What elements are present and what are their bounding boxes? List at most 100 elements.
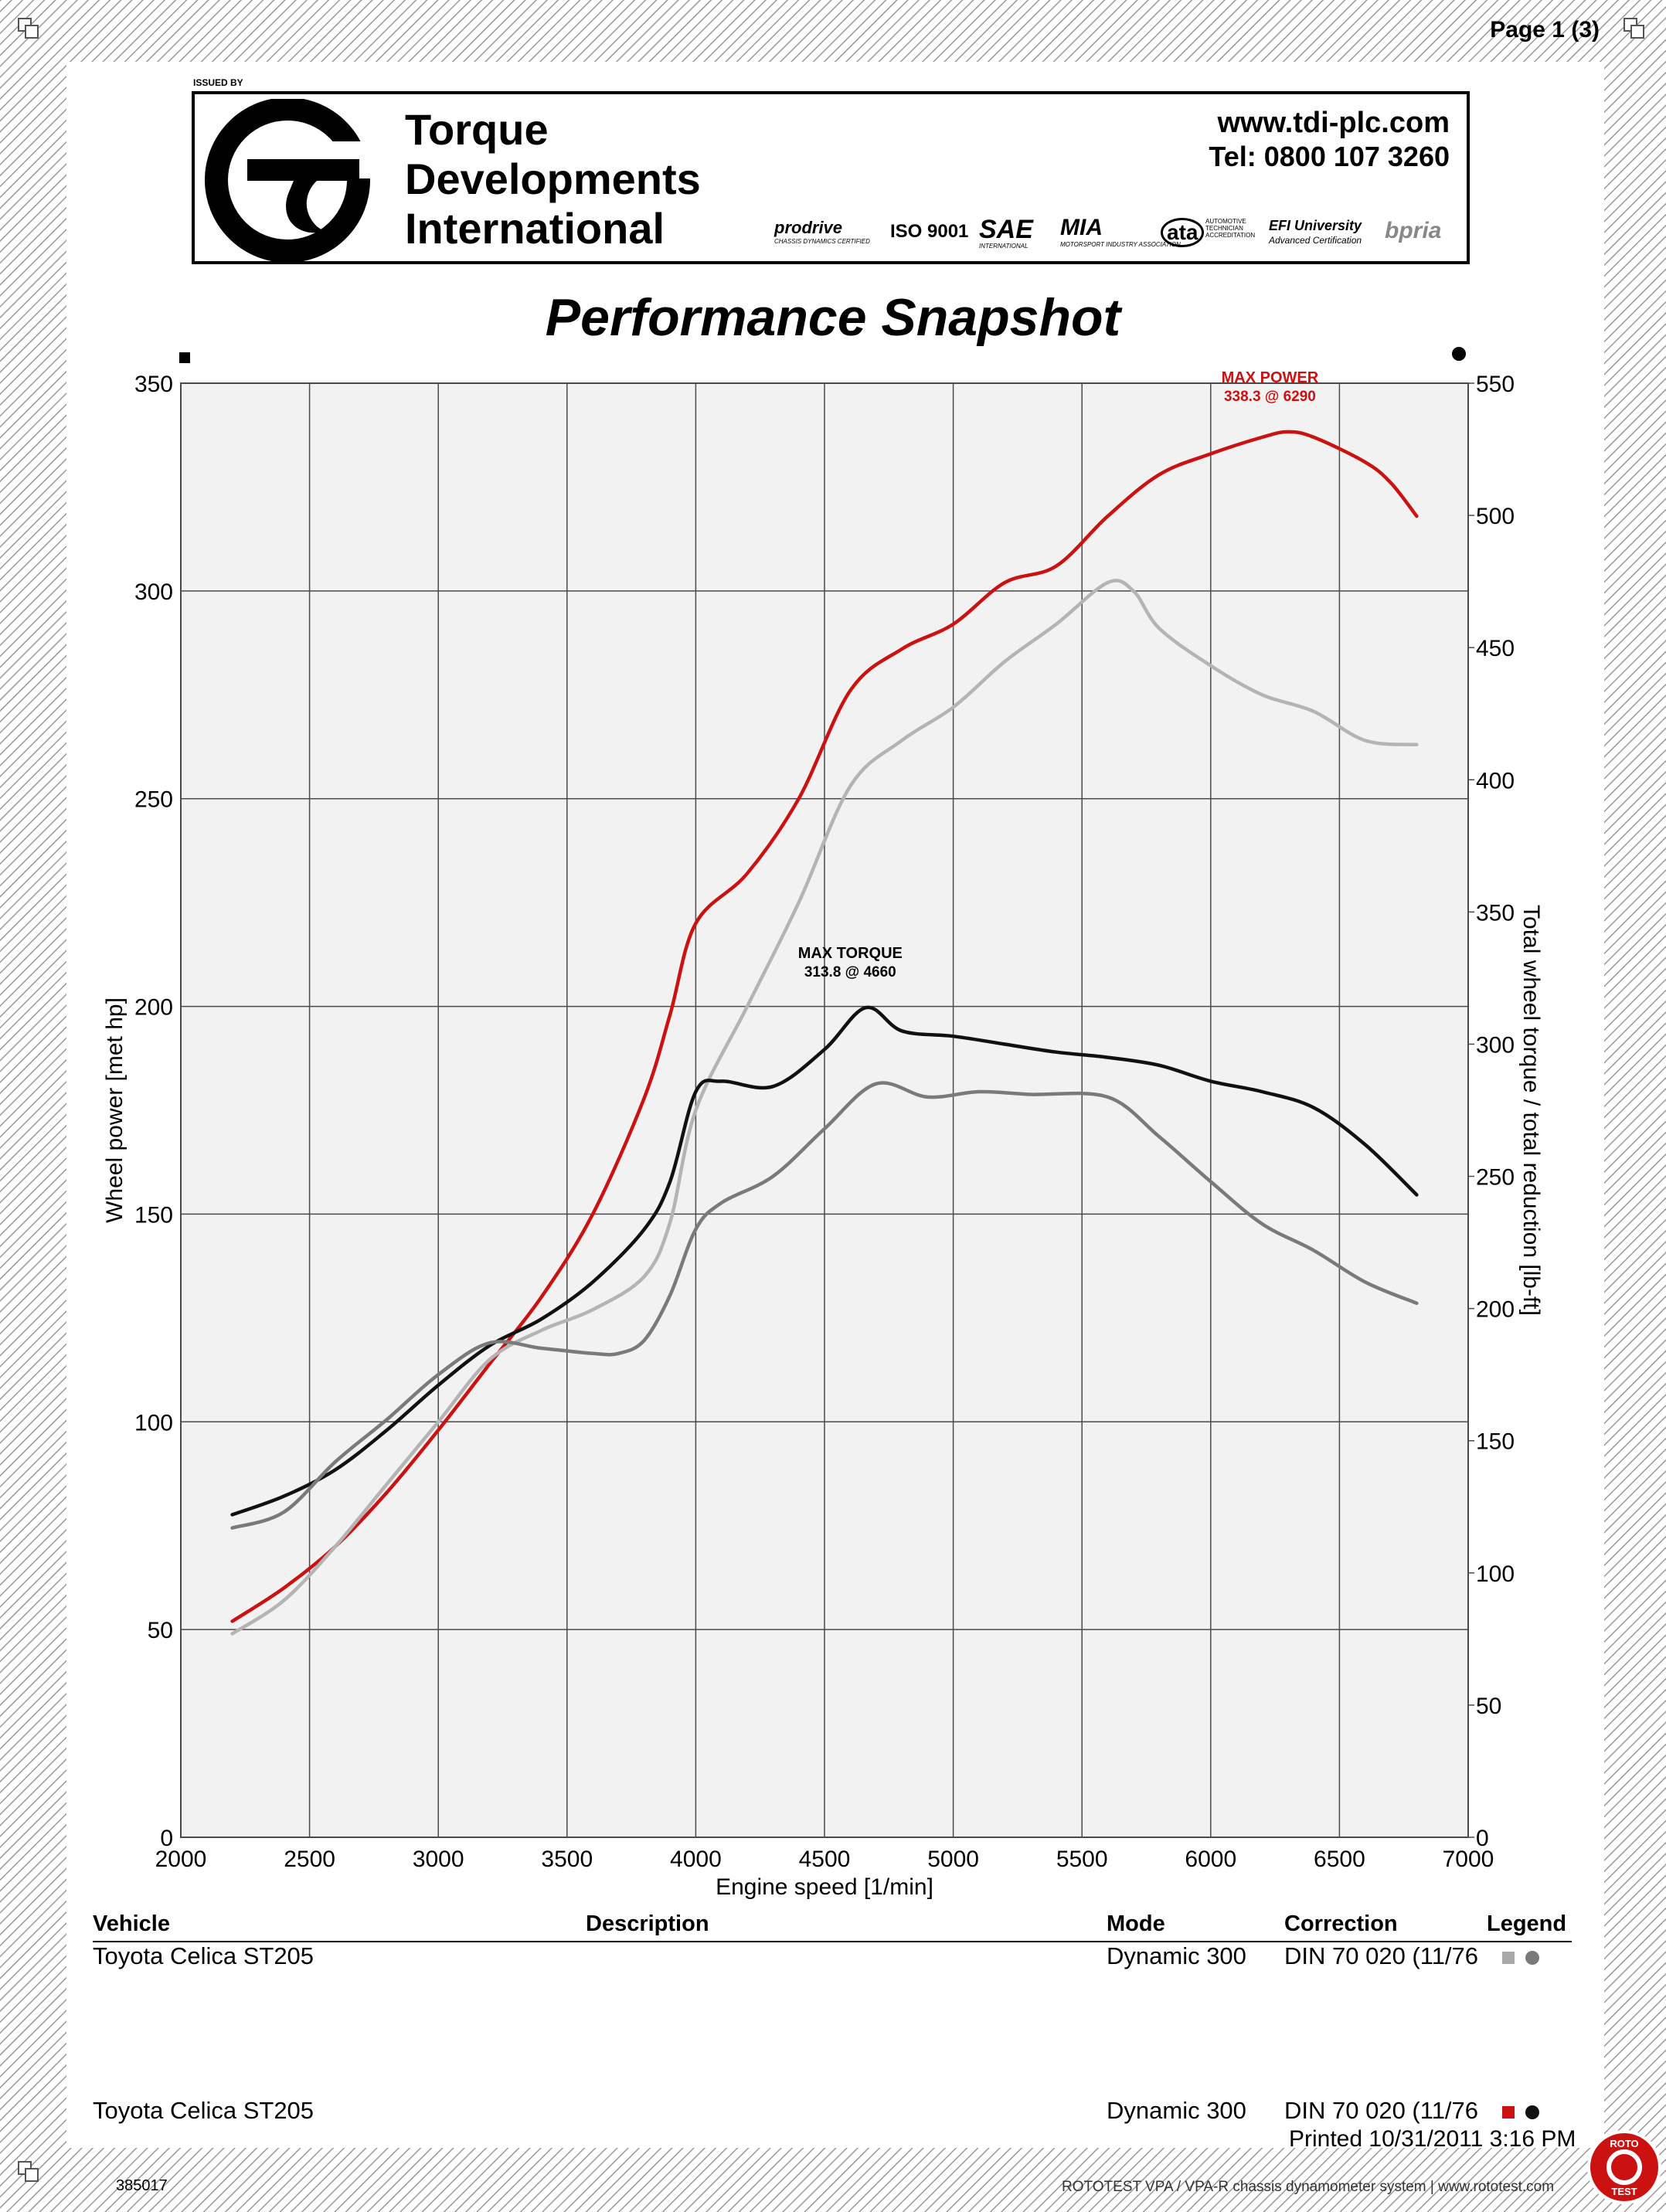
x-tick-label: 6000 <box>1185 1847 1236 1872</box>
series-line-run1-power <box>230 579 1419 1636</box>
x-tick-label: 4500 <box>799 1847 851 1872</box>
legend-swatch <box>1502 1952 1515 1964</box>
y-left-tick-label: 100 <box>134 1410 173 1436</box>
series-line-run1-torque <box>230 1081 1419 1530</box>
company-name-line: Developments <box>405 155 701 203</box>
y-left-tick-label: 200 <box>134 995 173 1021</box>
legend-dot <box>1525 1951 1539 1965</box>
x-tick-label: 2500 <box>284 1847 335 1872</box>
y-right-tick-label: 550 <box>1476 372 1515 397</box>
mode-header: Mode <box>1107 1911 1165 1936</box>
vehicle-cell: Toyota Celica ST205 <box>93 1942 314 1969</box>
series-line-run2-torque <box>230 1005 1419 1517</box>
y-right-tick-label: 500 <box>1476 504 1515 529</box>
cert-name: ata <box>1161 218 1205 247</box>
x-tick-label: 6500 <box>1314 1847 1365 1872</box>
series-lines <box>230 430 1419 1636</box>
issued-by-label: ISSUED BY <box>193 77 243 88</box>
cert-name: SAE <box>979 215 1033 244</box>
printed-timestamp: Printed 10/31/2011 3:16 PM <box>1289 2126 1576 2152</box>
mode-cell: Dynamic 300 <box>1107 1942 1246 1969</box>
y-right-tick-label: 150 <box>1476 1429 1515 1455</box>
legend-header: Legend <box>1487 1911 1567 1936</box>
rototest-badge-icon: ROTO TEST <box>1587 2130 1661 2204</box>
copy-corner-icon <box>18 2161 39 2182</box>
company-name-line: Torque <box>405 105 549 154</box>
y-right-tick-label: 200 <box>1476 1297 1515 1323</box>
max-torque-value: 313.8 @ 4660 <box>804 964 896 980</box>
axis-labels: 2000 2500 3000 3500 4000 4500 5000 5500 6000 6500… <box>102 372 1544 1900</box>
company-name-line: International <box>405 204 665 253</box>
sae-logo: SAE INTERNATIONAL <box>979 215 1033 250</box>
copy-corner-icon <box>18 18 39 39</box>
cert-name: EFI University <box>1269 218 1362 233</box>
cert-sub: Advanced Certification <box>1269 235 1362 246</box>
y-right-tick-label: 250 <box>1476 1165 1515 1191</box>
website-link[interactable]: www.tdi-plc.com <box>1217 107 1450 139</box>
description-header: Description <box>586 1911 709 1936</box>
y-left-tick-label: 300 <box>134 579 173 605</box>
badge-bottom-text: TEST <box>1611 2186 1637 2197</box>
dyno-chart: 2000 2500 3000 3500 4000 4500 5000 5500 6000 6500… <box>102 347 1544 1900</box>
legend-swatch <box>1502 2106 1515 2119</box>
page-number: Page 1 (3) <box>1490 17 1600 42</box>
efi-university-logo: EFI University Advanced Certification <box>1269 218 1362 246</box>
max-power-label: MAX POWER <box>1222 369 1319 386</box>
x-axis-title: Engine speed [1/min] <box>716 1874 933 1900</box>
x-tick-label: 5500 <box>1056 1847 1108 1872</box>
letterhead: Torque Developments International www.td… <box>192 91 1470 264</box>
axes <box>179 347 1474 1838</box>
y-left-tick-label: 0 <box>160 1826 173 1851</box>
max-torque-label: MAX TORQUE <box>798 945 903 962</box>
correction-header: Correction <box>1284 1911 1398 1936</box>
x-tick-label: 3000 <box>413 1847 464 1872</box>
cert-name: MIA <box>1060 215 1103 240</box>
mode-cell: Dynamic 300 <box>1107 2097 1246 2124</box>
ata-logo: ata AUTOMOTIVE TECHNICIAN ACCREDITATION <box>1161 218 1255 247</box>
y-right-tick-label: 50 <box>1476 1694 1501 1719</box>
y-right-tick-label: 450 <box>1476 636 1515 661</box>
phone-number: Tel: 0800 107 3260 <box>1209 141 1450 172</box>
legend-dot <box>1525 2105 1539 2119</box>
correction-cell: DIN 70 020 (11/76 <box>1284 2097 1479 2124</box>
x-tick-label: 4000 <box>670 1847 722 1872</box>
y-right-tick-label: 100 <box>1476 1561 1515 1587</box>
y-right-tick-label: 350 <box>1476 900 1515 926</box>
correction-cell: DIN 70 020 (11/76 <box>1284 1942 1479 1969</box>
cert-name: prodrive <box>774 218 843 237</box>
x-tick-label: 7000 <box>1443 1847 1494 1872</box>
max-power-value: 338.3 @ 6290 <box>1224 389 1316 405</box>
vehicle-header: Vehicle <box>93 1911 170 1936</box>
y-left-tick-label: 250 <box>134 787 173 813</box>
y-left-tick-label: 350 <box>134 372 173 397</box>
mia-logo: MIA MOTORSPORT INDUSTRY ASSOCIATION <box>1060 215 1181 248</box>
y-right-tick-label: 300 <box>1476 1032 1515 1058</box>
rototest-system-text: ROTOTEST VPA / VPA-R chassis dynamometer… <box>1062 2179 1555 2195</box>
report-serial: 385017 <box>116 2177 168 2194</box>
y-left-tick-label: 150 <box>134 1202 173 1228</box>
vehicle-cell: Toyota Celica ST205 <box>93 2097 314 2124</box>
badge-top-text: ROTO <box>1610 2138 1638 2149</box>
cert-sub: AUTOMOTIVE TECHNICIAN ACCREDITATION <box>1205 218 1256 239</box>
y-right-tick-label: 0 <box>1476 1826 1489 1851</box>
left-axis-square-marker <box>179 352 190 363</box>
certification-logos: prodrive CHASSIS DYNAMICS CERTIFIED ISO … <box>774 215 1454 257</box>
annotations: MAX POWER 338.3 @ 6290 MAX TORQUE 313.8 @ 4… <box>798 369 1319 980</box>
bpria-logo: bpria <box>1385 218 1442 243</box>
x-tick-label: 2000 <box>155 1847 207 1872</box>
x-tick-label: 3500 <box>541 1847 593 1872</box>
series-line-run2-power <box>230 430 1419 1623</box>
chart-title: Performance Snapshot <box>545 288 1121 347</box>
y-left-axis-title: Wheel power [met hp] <box>102 997 128 1223</box>
cert-sub: CHASSIS DYNAMICS CERTIFIED <box>774 238 870 245</box>
iso-9001-logo: ISO 9001 <box>890 221 969 242</box>
company-name: Torque Developments International <box>405 105 701 253</box>
right-axis-circle-marker <box>1452 347 1466 361</box>
cert-sub: MOTORSPORT INDUSTRY ASSOCIATION <box>1060 241 1181 248</box>
y-right-axis-title: Total wheel torque / total reduction [lb… <box>1518 905 1544 1316</box>
prodrive-logo: prodrive CHASSIS DYNAMICS CERTIFIED <box>774 218 870 245</box>
cert-sub: INTERNATIONAL <box>979 243 1028 250</box>
y-right-tick-label: 400 <box>1476 768 1515 793</box>
tdi-logo-icon <box>205 99 379 261</box>
copy-corner-icon <box>1624 18 1644 39</box>
